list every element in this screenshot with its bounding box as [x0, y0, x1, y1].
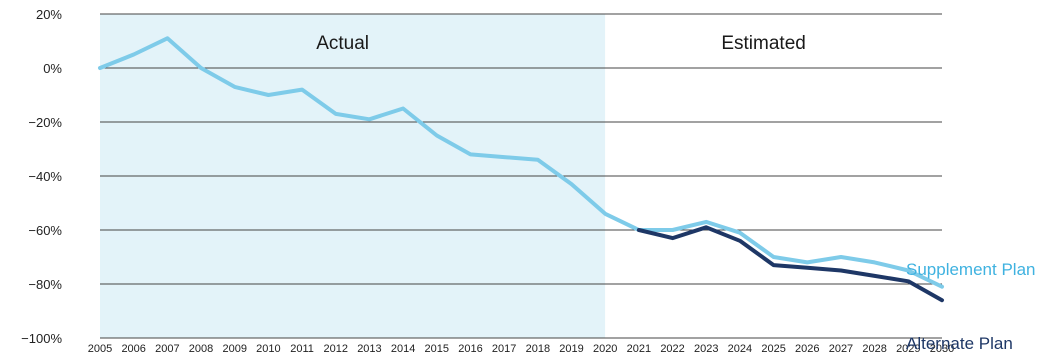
y-tick-label: 0% — [43, 61, 62, 76]
x-tick-label: 2016 — [458, 343, 482, 355]
y-tick-label: −20% — [28, 115, 62, 130]
x-tick-label: 2012 — [324, 343, 348, 355]
region-label-actual: Actual — [316, 33, 369, 54]
region-labels: Actual Estimated — [316, 33, 806, 54]
y-tick-label: −40% — [28, 169, 62, 184]
x-tick-label: 2013 — [357, 343, 381, 355]
y-tick-label: 20% — [36, 7, 62, 22]
x-tick-label: 2006 — [121, 343, 145, 355]
x-tick-label: 2010 — [256, 343, 280, 355]
x-tick-label: 2028 — [862, 343, 886, 355]
x-tick-label: 2007 — [155, 343, 179, 355]
x-tick-label: 2008 — [189, 343, 213, 355]
x-tick-label: 2014 — [391, 343, 415, 355]
x-tick-label: 2017 — [492, 343, 516, 355]
x-tick-label: 2021 — [627, 343, 651, 355]
gridlines — [100, 13, 942, 339]
series-line-alternate-plan — [636, 225, 944, 303]
x-tick-label: 2029 — [896, 343, 920, 355]
x-axis-ticks: 2005 2006 2007 2008 2009 2010 2011 2012 2013 2014… — [88, 343, 954, 355]
x-tick-label: 2030 — [930, 343, 954, 355]
x-tick-label: 2024 — [728, 343, 752, 355]
x-tick-label: 2018 — [526, 343, 550, 355]
x-tick-label: 2027 — [829, 343, 853, 355]
series-lines — [98, 36, 944, 303]
x-tick-label: 2019 — [559, 343, 583, 355]
y-tick-label: −60% — [28, 223, 62, 238]
region-label-estimated: Estimated — [721, 33, 805, 54]
x-tick-label: 2020 — [593, 343, 617, 355]
x-tick-label: 2026 — [795, 343, 819, 355]
x-tick-label: 2015 — [425, 343, 449, 355]
x-tick-label: 2005 — [88, 343, 112, 355]
series-label-supplement-plan: Supplement Plan — [906, 260, 1035, 279]
x-tick-label: 2011 — [290, 343, 314, 355]
y-tick-label: −80% — [28, 277, 62, 292]
series-line-supplement-plan — [98, 36, 944, 289]
x-tick-label: 2023 — [694, 343, 718, 355]
x-tick-label: 2009 — [222, 343, 246, 355]
y-axis-ticks: 20% 0% −20% −40% −60% −80% −100% — [21, 7, 62, 346]
x-tick-label: 2022 — [660, 343, 684, 355]
y-tick-label: −100% — [21, 331, 62, 346]
x-tick-label: 2025 — [761, 343, 785, 355]
series-label-alternate-plan: Alternate Plan — [906, 334, 1013, 353]
series-labels: Supplement Plan Alternate Plan — [906, 260, 1035, 353]
